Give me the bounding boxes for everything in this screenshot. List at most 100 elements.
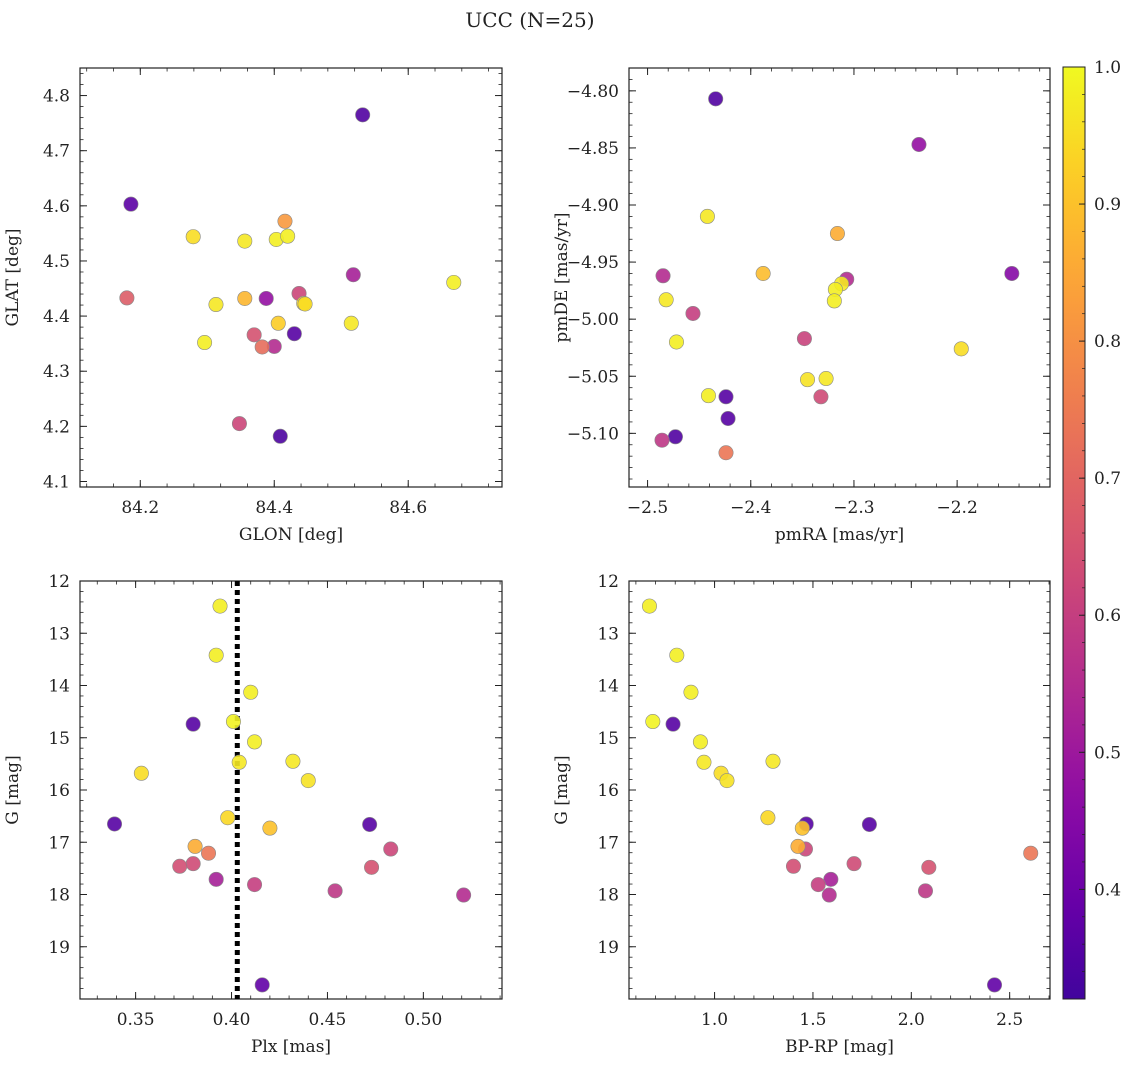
y-tick-label: 15 [597,729,619,749]
scatter-point [237,233,253,249]
y-tick-label: 4.2 [43,417,70,437]
scatter-point [953,341,969,357]
scatter-point [185,716,201,732]
y-tick-label: 4.4 [43,307,70,327]
scatter-point [683,684,699,700]
y-tick-label: 17 [597,833,619,853]
scatter-point [327,883,343,899]
scatter-point [270,315,286,331]
scatter-point [645,714,661,730]
scatter-point [826,293,842,309]
scatter-point [987,977,1003,993]
scatter-point [208,297,224,313]
x-tick-label: 0.40 [213,1010,251,1030]
scatter-point [345,267,361,283]
y-tick-label: −4.90 [567,196,619,216]
scatter-points [107,581,472,999]
scatter-point [654,432,670,448]
x-tick-label: 1.5 [799,1010,826,1030]
scatter-point [280,228,296,244]
scatter-point [247,734,263,750]
scatter-point [300,773,316,789]
scatter-point [297,296,313,312]
scatter-point [810,877,826,893]
scatter-point [755,266,771,282]
scatter-point [669,647,685,663]
x-axis-label: Plx [mas] [251,1037,331,1057]
scatter-point [212,598,228,614]
y-tick-label: 12 [48,572,70,592]
scatter-point [696,754,712,770]
scatter-point [225,714,241,730]
colorbar: 0.4 0.5 0.6 0.7 0.8 0.9 1.0 [1062,58,1121,1000]
scatter-point [708,91,724,107]
scatter-point [917,883,933,899]
y-tick-label: −4.85 [567,139,619,159]
scatter-points [654,91,1020,461]
scatter-point [665,716,681,732]
scatter-point [231,754,247,770]
scatter-point [246,327,262,343]
scatter-panel-1: 84.2 84.4 84.6 4.1 4.2 4.3 4.4 4.5 4.6 4.7 4.8 GLON… [3,67,503,545]
scatter-point [790,838,806,854]
scatter-point [343,315,359,331]
scatter-point [760,810,776,826]
scatter-point [185,856,201,872]
scatter-point [362,816,378,832]
y-tick-label: 4.1 [43,472,70,492]
axis-ticks [629,67,1050,487]
colorbar-tick-label: 0.8 [1094,332,1121,352]
scatter-point [107,816,123,832]
y-tick-label: 16 [48,781,70,801]
y-tick-label: 13 [48,624,70,644]
scatter-point [720,410,736,426]
axis-ticks [80,68,502,487]
scatter-points [641,598,1039,993]
scatter-point [829,226,845,242]
scatter-point [719,773,735,789]
y-axis-label: G [mag] [552,755,572,824]
scatter-point [277,213,293,229]
scatter-point [765,753,781,769]
x-tick-label: −2.3 [833,498,874,518]
scatter-point [641,598,657,614]
colorbar-gradient [1062,66,1086,1000]
scatter-point [231,416,247,432]
x-tick-label: 2.0 [898,1010,925,1030]
scatter-point [237,290,253,306]
scatter-point [201,845,217,861]
y-tick-label: 4.8 [43,87,70,107]
axis-ticks [80,580,502,1000]
scatter-panel-3: 0.35 0.40 0.45 0.50 12 13 14 15 16 17 18 19 Plx [mas… [3,572,503,1057]
scatter-point [254,977,270,993]
y-tick-label: −4.80 [567,82,619,102]
scatter-point [123,196,139,212]
scatter-point [658,292,674,308]
scatter-point [208,871,224,887]
figure-title: UCC (N=25) [465,8,594,32]
y-tick-label: 15 [48,729,70,749]
x-tick-label: 84.4 [255,498,293,518]
y-tick-label: −5.10 [567,424,619,444]
x-tick-label: −2.5 [627,498,668,518]
scatter-point [1023,845,1039,861]
y-tick-label: −4.95 [567,253,619,273]
scatter-point [718,445,734,461]
scatter-point [692,734,708,750]
x-tick-label: 0.50 [404,1010,442,1030]
scatter-point [718,389,734,405]
scatter-point [172,858,188,874]
scatter-point [254,339,270,355]
scatter-point [243,684,259,700]
colorbar-tick-label: 0.7 [1094,469,1121,489]
scatter-point [800,372,816,388]
y-tick-label: 13 [597,624,619,644]
x-tick-label: 0.45 [309,1010,347,1030]
scatter-point [700,388,716,404]
scatter-point [699,208,715,224]
scatter-panel-2: −2.5 −2.4 −2.3 −2.2 −4.80 −4.85 −4.90 −4.95 −5.0… [552,67,1051,545]
scatter-point [685,305,701,321]
scatter-point [133,765,149,781]
scatter-point [1004,266,1020,282]
